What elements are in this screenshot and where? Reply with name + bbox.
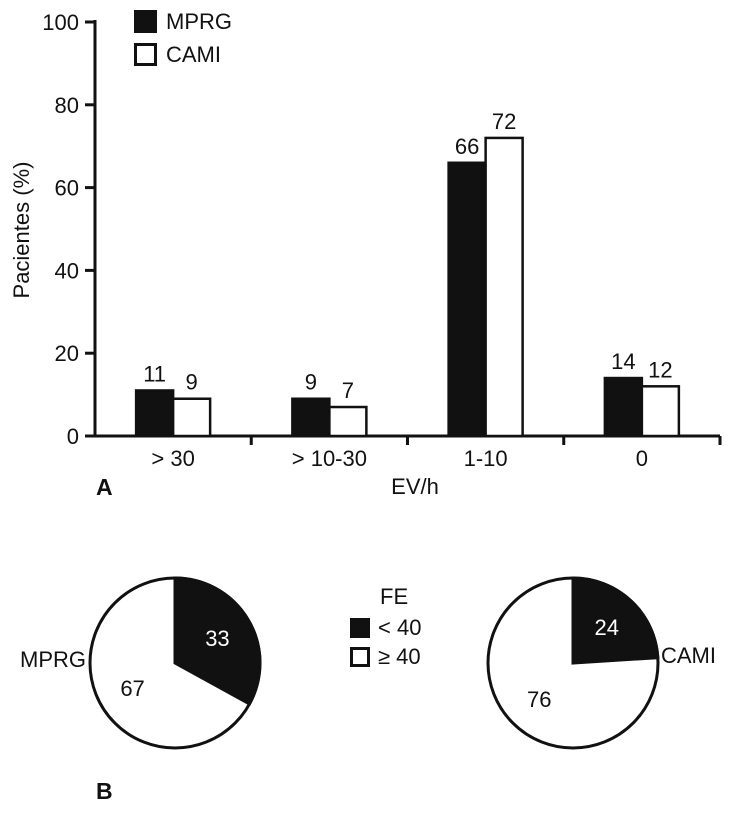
pie-legend-row-lt40: < 40 bbox=[350, 617, 421, 639]
bar-value-label: 9 bbox=[305, 370, 317, 395]
bar-cami-1 bbox=[328, 405, 368, 438]
pie-legend-swatch-1 bbox=[350, 647, 370, 667]
bar-legend-row-mprg: MPRG bbox=[134, 10, 232, 33]
y-tick-label: 80 bbox=[55, 93, 79, 118]
pie-legend-label-lt40: < 40 bbox=[378, 615, 422, 640]
pie-legend-row-ge40: ≥ 40 bbox=[350, 646, 421, 668]
category-label: > 30 bbox=[151, 446, 194, 471]
pie-label-mprg: MPRG bbox=[20, 647, 86, 672]
bar-value-label: 72 bbox=[492, 109, 516, 134]
category-label: > 10-30 bbox=[292, 446, 367, 471]
y-tick-label: 20 bbox=[55, 341, 79, 366]
category-label: 0 bbox=[636, 446, 648, 471]
y-tick-label: 60 bbox=[55, 176, 79, 201]
bar-mprg-2 bbox=[447, 161, 487, 438]
panel-a-label: A bbox=[96, 474, 113, 500]
y-tick-label: 100 bbox=[42, 10, 79, 35]
pie-value-label: 33 bbox=[205, 626, 229, 651]
bar-mprg-3 bbox=[603, 376, 644, 438]
y-axis-label: Pacientes (%) bbox=[9, 161, 34, 299]
pie-legend-swatch-0 bbox=[350, 618, 370, 638]
bar-cami-3 bbox=[640, 385, 681, 438]
bar-value-label: 66 bbox=[455, 134, 479, 159]
pie-value-label: 76 bbox=[527, 687, 551, 712]
pie-legend: FE < 40 ≥ 40 bbox=[350, 586, 421, 675]
bar-mprg-0 bbox=[134, 389, 175, 438]
bar-legend-row-cami: CAMI bbox=[134, 43, 232, 66]
y-tick-label: 0 bbox=[67, 424, 79, 449]
bar-value-label: 9 bbox=[186, 370, 198, 395]
bar-value-label: 12 bbox=[648, 357, 672, 382]
bar-value-label: 11 bbox=[143, 361, 166, 386]
bar-cami-0 bbox=[171, 397, 212, 438]
pie-legend-title: FE bbox=[380, 584, 409, 609]
panel-b-label: B bbox=[96, 778, 113, 804]
bar-legend-label-cami: CAMI bbox=[166, 41, 221, 67]
bar-value-label: 14 bbox=[611, 349, 635, 374]
bar-mprg-1 bbox=[291, 397, 331, 438]
bar-legend-label-mprg: MPRG bbox=[166, 8, 232, 34]
pie-slice-mprg bbox=[173, 576, 262, 706]
pie-label-cami: CAMI bbox=[661, 643, 716, 668]
x-axis-label: EV/h bbox=[391, 474, 439, 499]
bar-value-label: 7 bbox=[342, 378, 354, 403]
category-label: 1-10 bbox=[464, 446, 508, 471]
bar-legend-swatch-1 bbox=[134, 43, 157, 66]
pie-value-label: 67 bbox=[120, 676, 144, 701]
y-tick-label: 40 bbox=[55, 258, 79, 283]
pie-legend-label-ge40: ≥ 40 bbox=[378, 644, 421, 669]
pie-slice-cami bbox=[571, 576, 660, 665]
bar-legend-swatch-0 bbox=[134, 10, 157, 33]
pie-value-label: 24 bbox=[595, 615, 619, 640]
bar-legend: MPRG CAMI bbox=[134, 10, 232, 76]
bar-cami-2 bbox=[484, 136, 524, 438]
